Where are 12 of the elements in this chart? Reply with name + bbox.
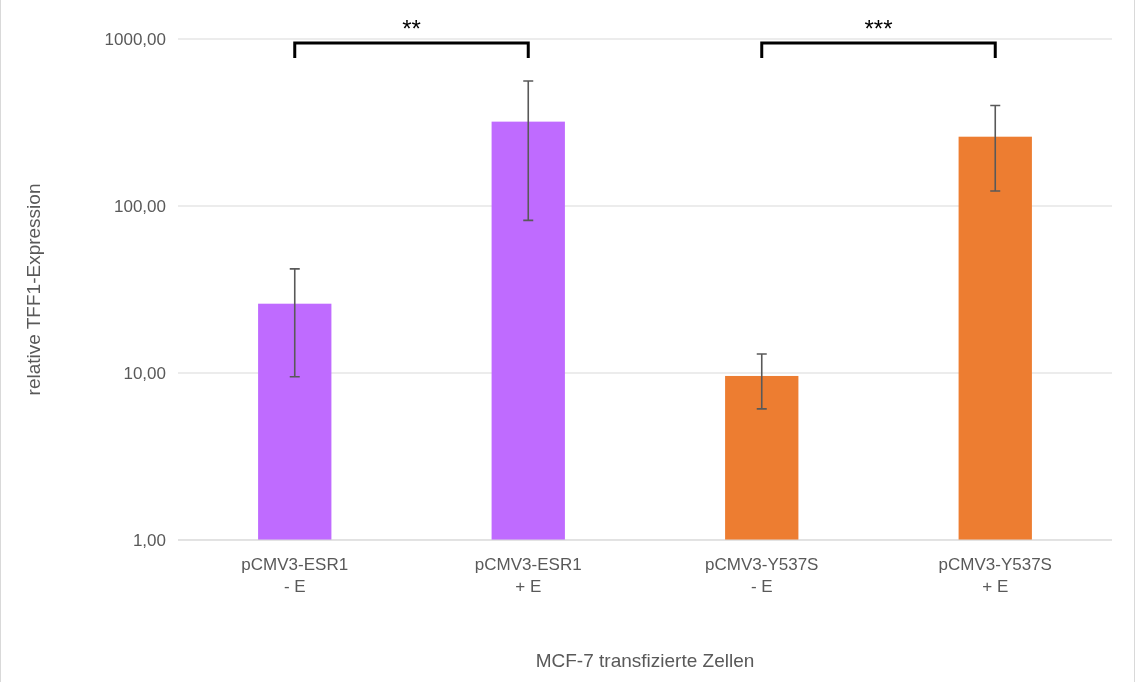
x-axis-title: MCF-7 transfizierte Zellen: [535, 650, 755, 671]
y-axis-title: relative TFF1-Expression: [23, 183, 44, 396]
y-tick-label: 10,00: [123, 363, 166, 383]
x-tick-label: pCMV3-Y537S + E: [938, 555, 1052, 596]
y-tick-label: 1000,00: [104, 29, 166, 49]
annotation: **: [402, 15, 421, 42]
y-tick-label: 100,00: [114, 196, 166, 216]
x-tick-label: pCMV3-ESR1 - E: [241, 555, 349, 596]
x-tick-label: pCMV3-ESR1 + E: [474, 555, 582, 596]
annotation: ***: [864, 15, 893, 42]
y-tick-label: 1,00: [132, 530, 166, 550]
x-tick-label: pCMV3-Y537S - E: [705, 555, 819, 596]
